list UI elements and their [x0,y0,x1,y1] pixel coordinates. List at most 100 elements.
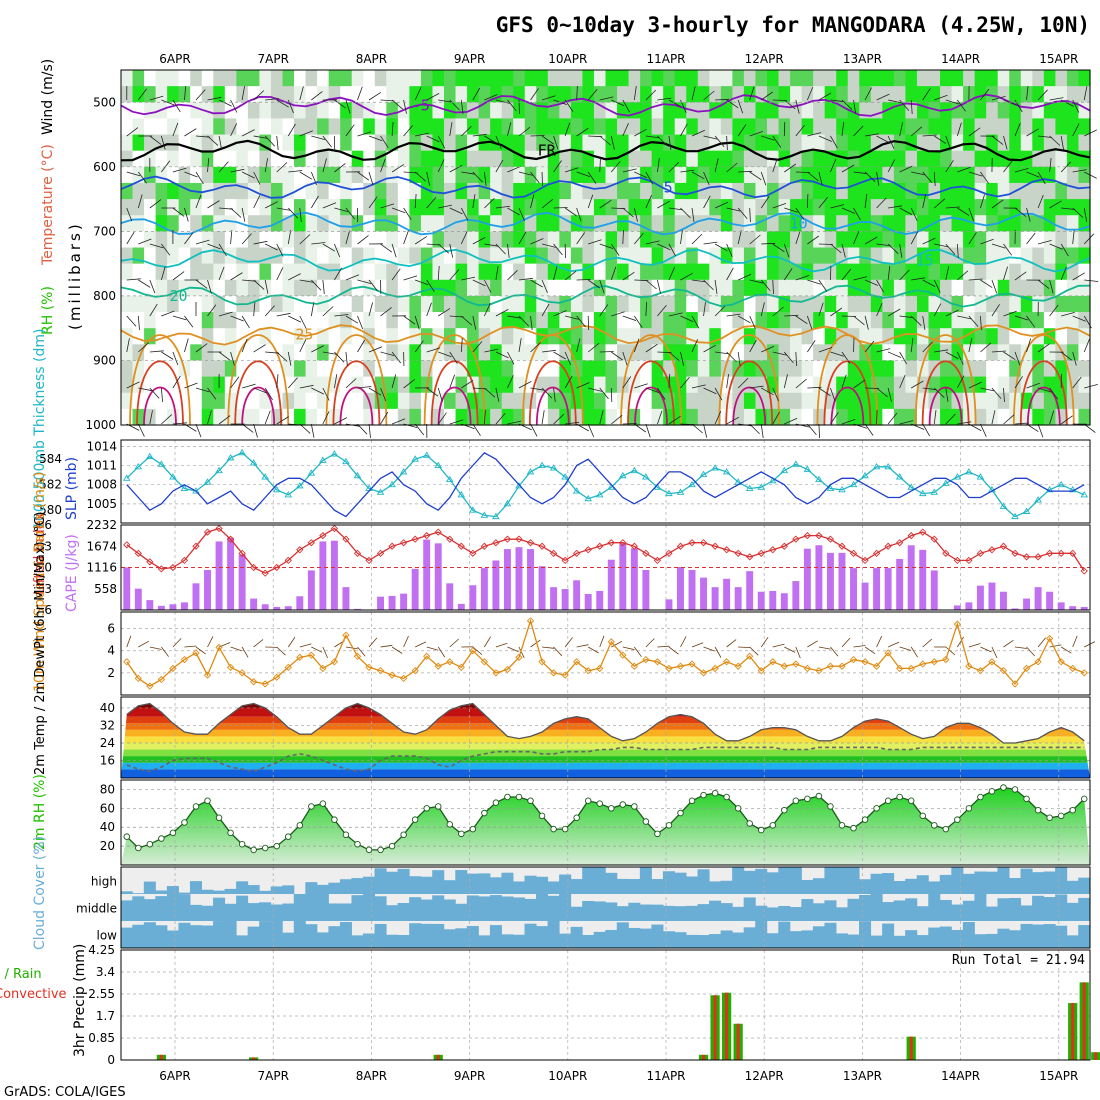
cape-bar [169,604,177,610]
wind-barb [253,302,256,317]
wind-barb [968,338,973,353]
wind-barb [634,128,647,137]
rh-cell [397,118,410,136]
rh-cell [986,263,999,281]
wind-barb [622,351,628,366]
rh-cell [190,344,203,362]
cloud-cell [1032,924,1045,948]
wind-barb [888,205,903,209]
rh-cell [178,150,191,168]
cloud-cell [189,904,202,921]
rh-cell [617,118,630,136]
wind-barb [934,198,946,209]
wind-barb [1060,243,1069,257]
wind-barb [876,409,878,425]
lifted-index-point [607,539,615,547]
wind-barb [691,315,700,329]
bottom-date-label: 12APR [745,1069,784,1083]
rh-cell [501,328,514,345]
thickness-point [976,473,985,480]
rh-cell [997,328,1010,345]
wind-barb [841,243,846,258]
rh-cell [294,134,307,152]
rh-cell [663,231,676,249]
rh-cell [467,86,480,103]
wind10-barb [472,646,483,656]
rh-cell [536,263,549,281]
rh-cell [444,231,457,249]
rh-cell [409,295,422,313]
rh-cell [859,134,872,152]
wind-barb [437,387,443,402]
cloud-cell [916,875,929,894]
rh-cell [570,166,584,184]
wind-barb [1003,351,1016,360]
cloud-cell [339,879,352,894]
rh-cell [547,312,560,329]
rh-cell [974,70,987,87]
rh-cell [974,118,987,136]
wind-barb [126,315,137,327]
wind10-barb [368,637,378,648]
rh-cell [617,263,630,281]
cloud-cell [351,878,364,894]
wind-barb [599,279,605,294]
wind-barb [749,339,757,353]
rh-cell [720,70,733,87]
wind10-speed-point [180,655,189,664]
wind-barb [622,99,630,113]
wind-barb [1003,387,1005,403]
cloud-cell [409,876,422,894]
wind-barb [634,233,644,245]
rh-cell [340,134,353,152]
lifted-index-point [296,546,304,554]
rh-cell [813,134,826,152]
wind-barb [345,124,355,137]
wind10-barb [922,638,933,648]
cloud-cell [293,894,306,921]
wind10-barb [414,641,427,648]
rh-cell [340,328,353,345]
wind-barb [806,315,813,330]
rh-cell [778,231,791,249]
rh-cell [213,134,226,152]
wind-barb [1026,171,1040,178]
rh-cell [686,70,699,87]
rh-cell [1020,102,1033,120]
bottom-date-label: 11APR [646,1069,685,1083]
wind-barb [1037,343,1050,353]
wind10-speed-point [965,662,973,670]
rh-cell [294,376,307,394]
temp-loop [325,334,388,426]
wind-barb [576,338,581,353]
temp-loop [1019,360,1068,426]
rh2m-point [757,826,765,834]
rh-cell [847,295,860,313]
wind-barb [507,243,510,258]
wind-barb [830,158,837,173]
rh-cell [305,134,318,152]
rh-cell [859,182,872,200]
rh-cell [928,118,941,136]
rh-cell [155,360,168,378]
rh-cell [905,263,918,281]
wind10-barb [899,646,912,651]
wind-barb [668,99,682,108]
rh-cell [640,312,653,329]
rh-cell [593,166,607,184]
rh-cell [1043,392,1056,410]
lifted-index-point [526,539,535,547]
lifted-index-point [676,542,685,550]
rh-cell [916,392,930,410]
wind-barb [876,302,883,317]
rh-cell [201,392,214,410]
wind-barb [633,86,637,101]
rh-cell [432,231,445,249]
wind-barb [622,376,632,389]
rh-cell [593,134,607,152]
rh-cell [801,86,814,103]
wind-barb [311,135,326,140]
wind-barb [391,164,405,173]
wind-barb [830,204,845,209]
rh-cell [224,150,237,168]
